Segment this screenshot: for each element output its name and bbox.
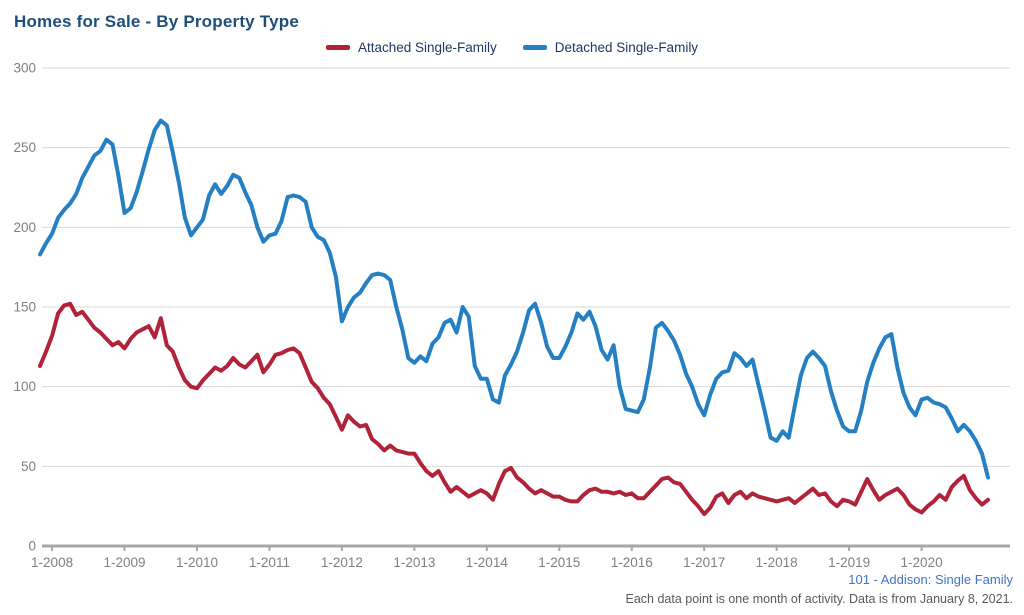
legend-item-attached: Attached Single-Family xyxy=(325,40,497,55)
y-tick-label: 150 xyxy=(13,300,36,315)
series-line-attached xyxy=(38,301,990,517)
y-tick-label: 300 xyxy=(13,61,36,76)
footer-source-link[interactable]: 101 - Addison: Single Family xyxy=(848,572,1013,587)
legend-swatch-attached-icon xyxy=(325,45,350,50)
legend-label-attached: Attached Single-Family xyxy=(357,40,497,55)
legend: Attached Single-Family Detached Single-F… xyxy=(0,40,1024,55)
x-tick-label: 1-2019 xyxy=(828,555,870,570)
x-tick-label: 1-2015 xyxy=(538,555,580,570)
y-tick-label: 200 xyxy=(13,220,36,235)
x-tick-label: 1-2011 xyxy=(249,555,290,570)
x-tick-label: 1-2016 xyxy=(611,555,653,570)
x-tick-label: 1-2010 xyxy=(176,555,218,570)
legend-item-detached: Detached Single-Family xyxy=(522,40,699,55)
chart-title: Homes for Sale - By Property Type xyxy=(14,12,299,31)
x-tick-label: 1-2013 xyxy=(393,555,435,570)
legend-swatch-detached-icon xyxy=(522,45,547,50)
y-tick-label: 50 xyxy=(21,459,36,474)
x-tick-label: 1-2008 xyxy=(31,555,73,570)
y-tick-label: 0 xyxy=(28,539,36,554)
legend-label-detached: Detached Single-Family xyxy=(554,40,699,55)
series-line-detached xyxy=(38,118,990,480)
footer-note: Each data point is one month of activity… xyxy=(625,592,1013,606)
y-tick-label: 250 xyxy=(13,140,36,155)
x-tick-label: 1-2018 xyxy=(756,555,798,570)
x-tick-label: 1-2012 xyxy=(321,555,363,570)
x-tick-label: 1-2020 xyxy=(901,555,943,570)
y-tick-label: 100 xyxy=(13,379,36,394)
x-tick-label: 1-2009 xyxy=(104,555,146,570)
x-tick-label: 1-2017 xyxy=(683,555,725,570)
x-tick-label: 1-2014 xyxy=(466,555,509,570)
